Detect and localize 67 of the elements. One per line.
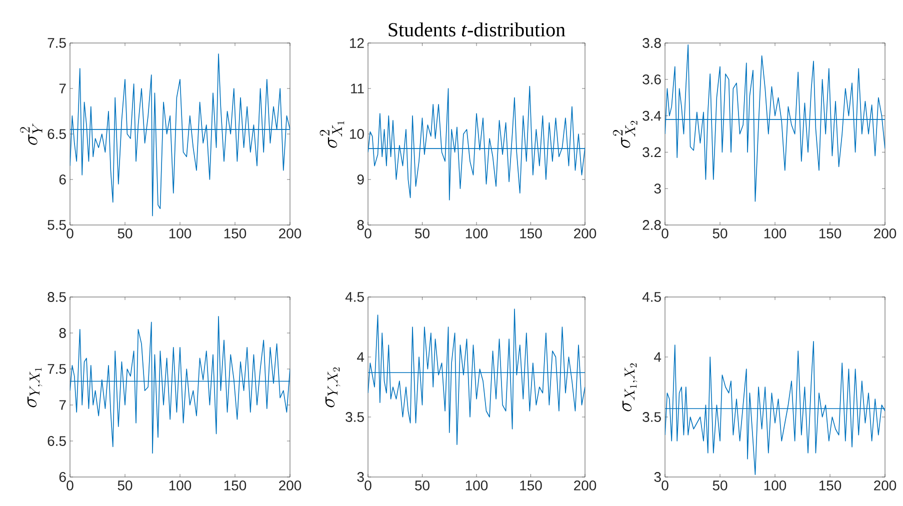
y-tick-label: 3.4: [642, 110, 662, 121]
x-tick-label: 200: [874, 228, 896, 238]
y-tick-label: 3: [654, 472, 661, 482]
x-tick-label: 150: [819, 480, 842, 490]
x-tick-label: 100: [466, 228, 488, 238]
y-axis-title: $\sigma^2_Y$: [20, 123, 42, 145]
x-tick-label: 50: [712, 480, 728, 490]
y-tick-label: 7: [59, 84, 66, 94]
x-tick-label: 100: [764, 228, 786, 238]
y-axis-title: $\sigma_{Y,X_2}$: [325, 368, 340, 408]
x-tick-label: 50: [118, 228, 132, 238]
x-tick-label: 200: [574, 480, 596, 490]
y-tick-label: 3.8: [642, 38, 661, 48]
x-tick-label: 0: [364, 228, 372, 238]
y-tick-label: 6.5: [48, 129, 66, 139]
x-tick-label: 150: [520, 480, 542, 490]
x-tick-label: 100: [169, 228, 192, 238]
y-axis-title: $\sigma^2_{X_1}$: [320, 121, 344, 148]
x-tick-label: 200: [874, 480, 896, 490]
x-tick-label: 0: [662, 228, 668, 238]
y-tick-label: 3: [357, 472, 364, 482]
y-axis-title: $\sigma_{Y,X_1}$: [27, 368, 42, 408]
x-tick-label: 150: [520, 228, 542, 238]
y-tick-label: 3.5: [642, 412, 661, 422]
y-tick-label: 8.5: [48, 292, 66, 302]
y-tick-label: 10: [350, 129, 364, 139]
y-tick-label: 3.5: [346, 412, 364, 422]
y-tick-label: 4: [654, 352, 662, 362]
y-tick-label: 7.5: [48, 38, 66, 48]
y-tick-label: 7.5: [48, 364, 66, 374]
x-tick-label: 0: [66, 480, 74, 490]
x-tick-label: 50: [712, 228, 728, 238]
x-tick-label: 200: [574, 228, 596, 238]
x-tick-label: 150: [224, 228, 246, 238]
y-tick-label: 9: [357, 174, 364, 184]
x-tick-label: 200: [279, 228, 302, 238]
y-tick-label: 7: [59, 400, 66, 410]
y-tick-label: 3.2: [642, 147, 661, 158]
chart-title: Students t-distribution: [388, 22, 566, 36]
x-tick-label: 50: [415, 480, 430, 490]
x-tick-label: 0: [364, 480, 372, 490]
x-tick-label: 50: [415, 228, 430, 238]
y-tick-label: 4.5: [345, 292, 364, 302]
y-tick-label: 4: [357, 352, 364, 362]
y-tick-label: 8: [357, 220, 364, 230]
y-tick-label: 6.5: [48, 436, 66, 446]
y-tick-label: 6: [59, 174, 66, 184]
y-tick-label: 6: [59, 472, 66, 482]
y-axis-title: $\sigma^2_{X_2}$: [612, 120, 638, 148]
y-tick-label: 4.5: [642, 292, 661, 302]
x-tick-label: 0: [66, 228, 74, 238]
x-tick-label: 150: [224, 480, 246, 490]
x-tick-label: 200: [279, 480, 302, 490]
y-tick-label: 5.5: [48, 220, 66, 230]
x-tick-label: 100: [764, 480, 786, 490]
x-tick-label: 100: [466, 480, 488, 490]
x-tick-label: 150: [819, 228, 842, 238]
y-tick-label: 12: [350, 38, 364, 48]
y-tick-label: 3: [654, 184, 661, 194]
y-tick-label: 11: [351, 84, 364, 94]
y-tick-label: 3.6: [642, 74, 661, 84]
x-tick-label: 0: [662, 480, 668, 490]
x-tick-label: 50: [118, 480, 132, 490]
x-tick-label: 100: [169, 480, 192, 490]
y-axis-title: $\sigma_{X_1,X_2}$: [622, 363, 638, 412]
y-tick-label: 2.8: [642, 220, 661, 230]
y-tick-label: 8: [59, 328, 66, 338]
